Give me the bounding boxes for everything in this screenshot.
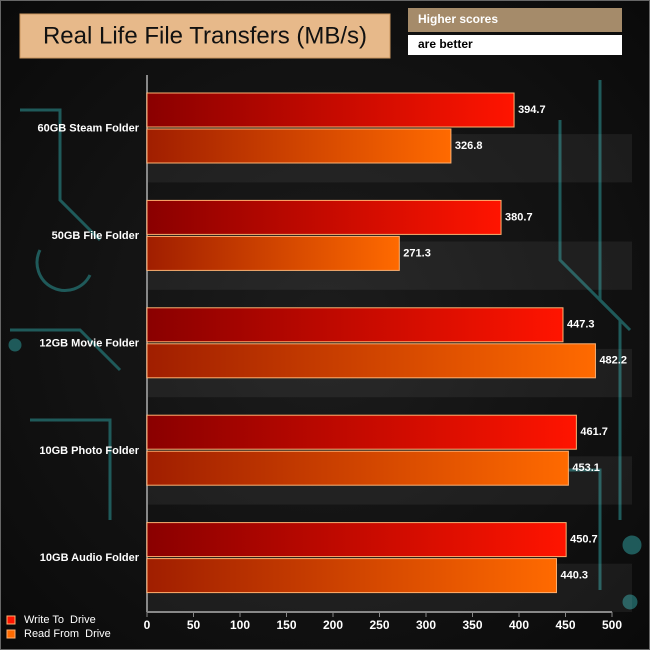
x-tick-label: 400 xyxy=(509,618,529,632)
value-label: 482.2 xyxy=(599,355,627,367)
annotation: are better xyxy=(418,37,473,51)
bar xyxy=(146,92,515,128)
title-box xyxy=(19,13,391,59)
x-tick-label: 150 xyxy=(276,618,296,632)
x-tick-label: 0 xyxy=(144,618,151,632)
x-tick-label: 350 xyxy=(462,618,482,632)
y-tick-label: 12GB Movie Folder xyxy=(39,337,139,349)
x-tick-label: 100 xyxy=(230,618,250,632)
value-label: 440.3 xyxy=(560,570,588,582)
x-tick-label: 450 xyxy=(555,618,575,632)
bar xyxy=(146,343,596,379)
value-label: 450.7 xyxy=(570,534,598,546)
bar xyxy=(146,558,557,594)
value-label: 271.3 xyxy=(403,247,431,259)
annotation: Higher scores xyxy=(418,12,498,26)
value-label: 453.1 xyxy=(572,462,600,474)
y-tick-label: 50GB File Folder xyxy=(52,230,140,242)
legend-swatch xyxy=(6,629,16,639)
value-label: 326.8 xyxy=(455,140,483,152)
value-label: 447.3 xyxy=(567,319,595,331)
legend-label: Read From Drive xyxy=(24,628,111,640)
annotation-box xyxy=(408,35,622,55)
y-tick-label: 10GB Audio Folder xyxy=(40,552,140,564)
value-label: 380.7 xyxy=(505,211,533,223)
annotation-box xyxy=(408,8,622,32)
circuit-decoration xyxy=(8,80,642,610)
value-label: 394.7 xyxy=(518,104,546,116)
x-tick-label: 300 xyxy=(416,618,436,632)
legend-label: Write To Drive xyxy=(24,614,96,626)
bar xyxy=(146,450,569,486)
legend-swatch xyxy=(6,615,16,625)
bar xyxy=(146,128,452,164)
y-tick-label: 10GB Photo Folder xyxy=(39,445,139,457)
chart-title: Real Life File Transfers (MB/s) xyxy=(43,22,367,49)
bar xyxy=(146,199,502,235)
x-tick-label: 500 xyxy=(602,618,622,632)
value-label: 461.7 xyxy=(580,426,608,438)
bar xyxy=(146,522,567,558)
x-tick-label: 200 xyxy=(323,618,343,632)
x-tick-label: 250 xyxy=(369,618,389,632)
bar xyxy=(146,414,577,450)
x-tick-label: 50 xyxy=(187,618,201,632)
y-tick-label: 60GB Steam Folder xyxy=(38,123,140,135)
bar xyxy=(146,307,564,343)
bar xyxy=(146,235,400,271)
